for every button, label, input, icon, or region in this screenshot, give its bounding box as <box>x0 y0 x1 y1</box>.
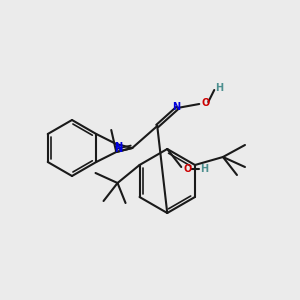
Text: O: O <box>183 164 191 174</box>
Text: N: N <box>114 144 122 154</box>
Text: H: H <box>215 83 223 93</box>
Text: H: H <box>200 164 208 174</box>
Text: O: O <box>201 98 209 108</box>
Text: N: N <box>114 142 122 152</box>
Text: N: N <box>172 102 180 112</box>
